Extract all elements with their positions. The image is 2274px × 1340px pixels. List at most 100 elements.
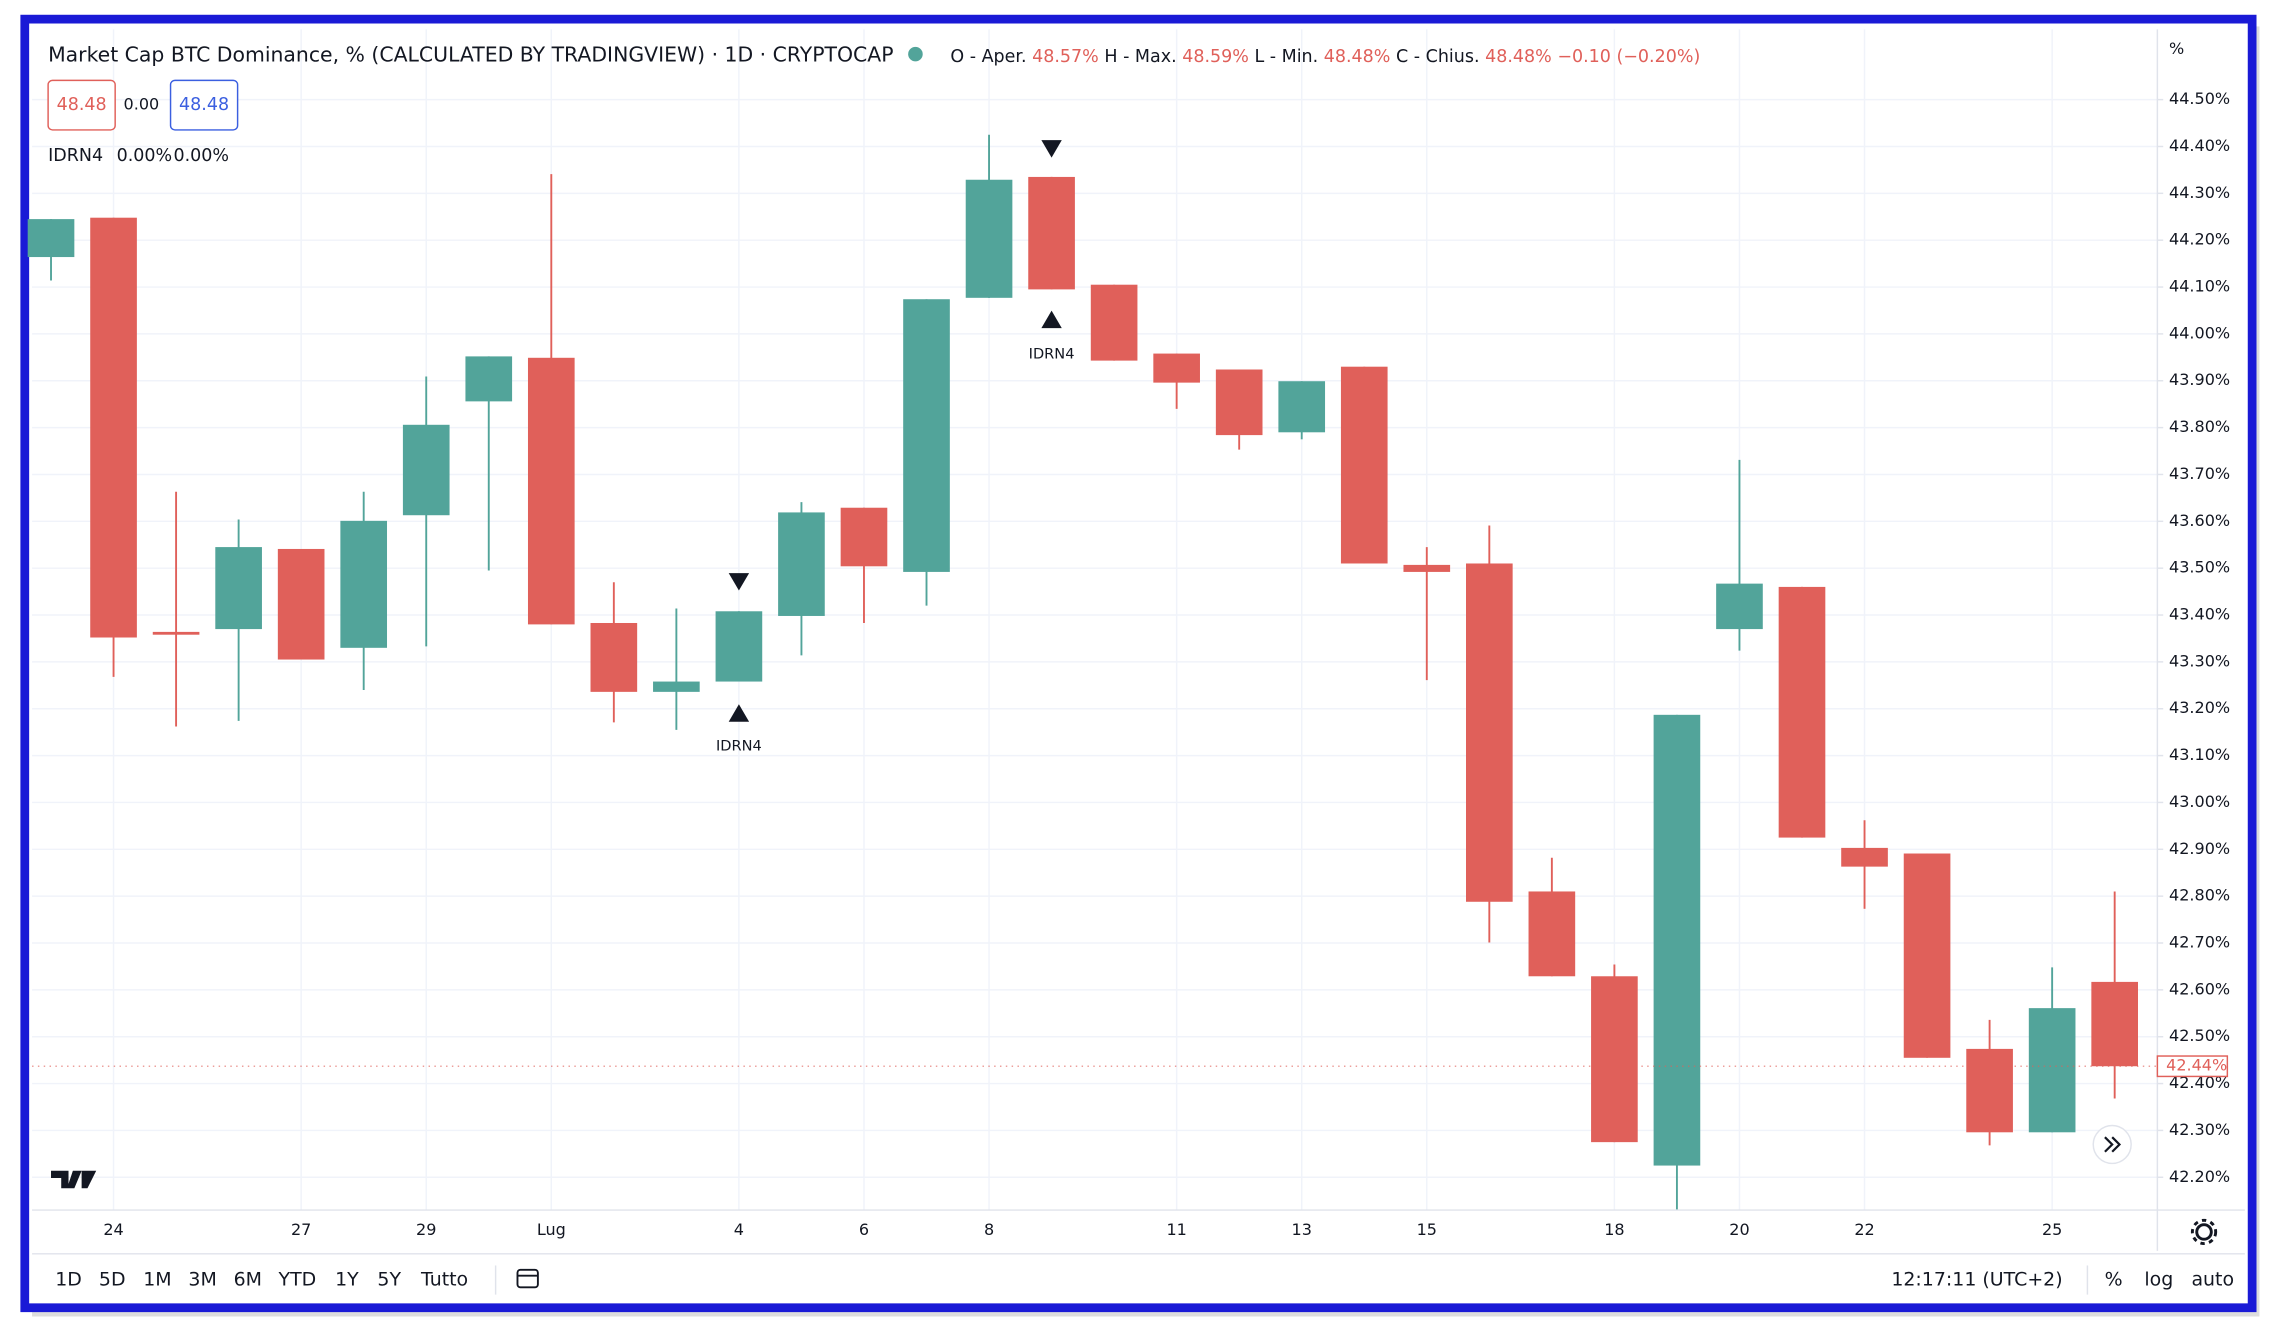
spread: 0.00	[124, 95, 160, 114]
ohlc-label: C - Chius.	[1396, 47, 1480, 67]
y-tick-label: 42.20%	[2169, 1167, 2230, 1186]
clock: 12:17:11 (UTC+2)	[1891, 1269, 2062, 1291]
signal-label: IDRN4	[1029, 345, 1075, 362]
range-button[interactable]: Tutto	[420, 1269, 468, 1291]
range-button[interactable]: 6M	[234, 1269, 262, 1291]
last-price-tag	[2156, 1055, 2229, 1078]
x-tick-label: 27	[291, 1220, 311, 1239]
ohlc-value: 48.57%	[1032, 47, 1099, 67]
candle-body	[1778, 586, 1826, 838]
scale-option[interactable]: auto	[2191, 1269, 2234, 1291]
candle-body	[1903, 853, 1951, 1058]
candle-body	[715, 611, 763, 682]
ohlc-label: L - Min.	[1254, 47, 1318, 67]
candle-body	[27, 219, 75, 258]
scroll-icon	[2104, 1136, 2122, 1153]
x-tick-label: 15	[1417, 1220, 1437, 1239]
y-tick-label: 44.20%	[2169, 230, 2230, 249]
y-tick-label: 42.80%	[2169, 886, 2230, 905]
sell-price: 48.48	[57, 95, 107, 115]
ohlc-change: −0.10 (−0.20%)	[1557, 47, 1700, 67]
candle-body	[2028, 1008, 2076, 1133]
candle-body	[90, 217, 137, 638]
range-button[interactable]: 1D	[55, 1269, 82, 1291]
candle-body	[778, 512, 825, 616]
tv-logo	[51, 1170, 97, 1189]
y-tick-label: 43.00%	[2169, 792, 2230, 811]
range-button[interactable]: YTD	[278, 1269, 317, 1291]
y-tick-label: 43.80%	[2169, 417, 2230, 436]
toolbar: 1D 5D 1M 3M 6M YTD 1Y 5Y Tutto 12:17:11 (UTC+2)% l…	[55, 1269, 2234, 1291]
candle-body	[152, 631, 200, 635]
y-tick-label: 43.30%	[2169, 651, 2230, 670]
y-tick-label: 43.60%	[2169, 511, 2230, 530]
x-tick-label: 13	[1292, 1220, 1312, 1239]
range-button[interactable]: 5D	[99, 1269, 126, 1291]
y-tick-label: 42.90%	[2169, 839, 2230, 858]
x-tick-label: 18	[1604, 1220, 1624, 1239]
buy-price: 48.48	[179, 95, 229, 115]
candle-body	[527, 357, 575, 625]
candle-body	[277, 548, 325, 660]
ohlc-label: O - Aper.	[950, 47, 1026, 67]
candle-body	[402, 424, 450, 516]
ohlc-legend: O - Aper. 48.57% H - Max. 48.59% L - Min…	[950, 47, 1700, 67]
candle-body	[1653, 714, 1701, 1166]
frame	[20, 14, 2257, 1313]
y-tick-label: 44.50%	[2169, 89, 2230, 108]
gear-icon	[2195, 1223, 2213, 1241]
candle-body	[1466, 563, 1513, 902]
candle-body	[965, 179, 1013, 298]
y-tick-label: 44.30%	[2169, 183, 2230, 202]
gear-teeth	[2190, 1218, 2218, 1246]
chart-title: Market Cap BTC Dominance, % (CALCULATED …	[48, 43, 893, 67]
range-button[interactable]: 3M	[188, 1269, 216, 1291]
ohlc-value: 48.48%	[1324, 47, 1391, 67]
compare-button[interactable]	[516, 1268, 539, 1289]
candle-body	[1528, 891, 1576, 977]
candle-body	[2091, 981, 2138, 1067]
signal-arrow	[1041, 310, 1062, 329]
x-tick-label: 4	[734, 1220, 744, 1239]
x-tick-label: 11	[1166, 1220, 1186, 1239]
scale-option[interactable]: log	[2144, 1269, 2173, 1291]
candle-body	[1966, 1048, 2013, 1133]
signal-arrow	[728, 573, 750, 591]
candle-body	[840, 507, 888, 567]
settings-button[interactable]	[2190, 1218, 2218, 1246]
indicator-name: IDRN4	[48, 146, 103, 166]
x-tick-label: 25	[2042, 1220, 2062, 1239]
scale-option[interactable]: %	[2105, 1269, 2123, 1291]
candle-body	[1591, 976, 1638, 1143]
candle-body	[340, 520, 388, 648]
ohlc-label: H - Max.	[1104, 47, 1176, 67]
buy-box[interactable]	[169, 79, 239, 131]
y-tick-label: 42.30%	[2169, 1120, 2230, 1139]
y-tick-label: 42.60%	[2169, 979, 2230, 998]
candle-body	[1841, 847, 1888, 867]
candle-body	[1716, 583, 1763, 630]
signal-arrow	[1041, 140, 1062, 158]
candle-body	[1028, 176, 1075, 290]
axis-unit: %	[2169, 39, 2184, 58]
range-button[interactable]: 5Y	[377, 1269, 401, 1291]
x-tick-label: 24	[103, 1220, 123, 1239]
ohlc-value: 48.59%	[1182, 47, 1249, 67]
range-button[interactable]: 1M	[143, 1269, 171, 1291]
candle-body	[590, 622, 638, 692]
status-dot	[908, 46, 923, 62]
compare-icon	[516, 1268, 539, 1289]
y-tick-label: 43.70%	[2169, 464, 2230, 483]
y-tick-label: 42.40%	[2169, 1073, 2230, 1092]
y-tick-label: 43.90%	[2169, 370, 2230, 389]
candle-body	[1090, 284, 1138, 361]
range-button[interactable]: 1Y	[335, 1269, 359, 1291]
x-tick-label: 29	[416, 1220, 436, 1239]
sell-box[interactable]	[47, 79, 116, 131]
y-tick-label: 42.50%	[2169, 1026, 2230, 1045]
y-tick-label: 43.40%	[2169, 605, 2230, 624]
plot-area: IDRN4 IDRN4	[27, 29, 2158, 1211]
candle-body	[1215, 369, 1263, 436]
